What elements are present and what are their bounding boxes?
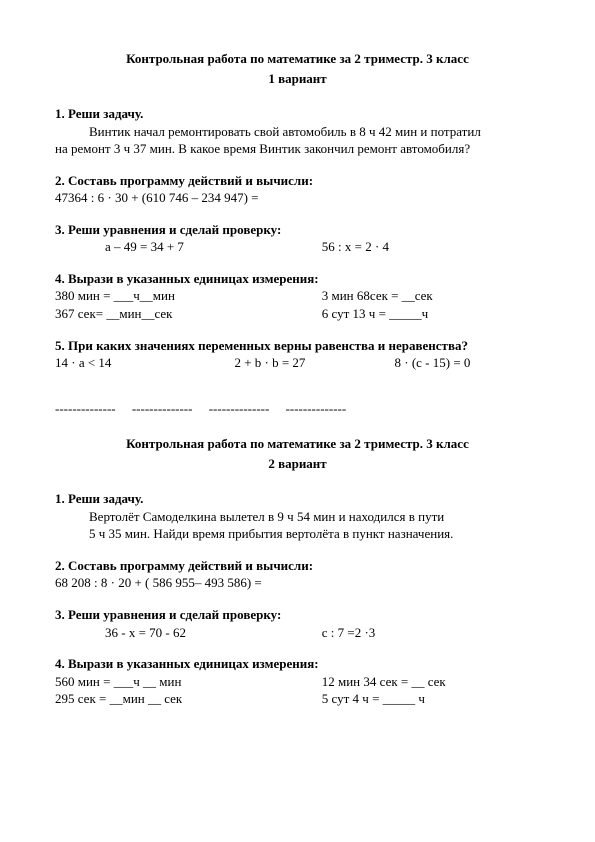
v2-task3-a: 36 - x = 70 - 62 [55,624,322,642]
v2-task3-b: c : 7 =2 ·3 [322,624,540,642]
v2-task1-line1: Вертолёт Самоделкина вылетел в 9 ч 54 ми… [55,508,540,526]
v1-task1-line1: Винтик начал ремонтировать свой автомоби… [55,123,540,141]
v1-title: Контрольная работа по математике за 2 тр… [55,50,540,68]
v1-task5-head: 5. При каких значениях переменных верны … [55,337,540,355]
v1-task4-a: 380 мин = ___ч__мин [55,287,322,305]
v1-task1: 1. Реши задачу. Винтик начал ремонтирова… [55,105,540,158]
v2-task4-b: 12 мин 34 сек = __ сек [322,673,540,691]
v1-task3-a: a – 49 = 34 + 7 [55,238,322,256]
v1-task3-head: 3. Реши уравнения и сделай проверку: [55,221,540,239]
v2-task3: 3. Реши уравнения и сделай проверку: 36 … [55,606,540,641]
v2-title: Контрольная работа по математике за 2 тр… [55,435,540,453]
v1-task3: 3. Реши уравнения и сделай проверку: a –… [55,221,540,256]
v2-task4: 4. Вырази в указанных единицах измерения… [55,655,540,708]
v2-task1: 1. Реши задачу. Вертолёт Самоделкина выл… [55,490,540,543]
v2-task3-head: 3. Реши уравнения и сделай проверку: [55,606,540,624]
v1-task5-c: 8 · (c - 15) = 0 [394,354,540,372]
v1-task5-a: 14 · a < 14 [55,354,234,372]
document-page: Контрольная работа по математике за 2 тр… [0,0,595,762]
v1-task4-head: 4. Вырази в указанных единицах измерения… [55,270,540,288]
v1-task1-head: 1. Реши задачу. [55,105,540,123]
v2-subtitle: 2 вариант [55,455,540,473]
v2-task4-d: 5 сут 4 ч = _____ ч [322,690,540,708]
v2-task4-head: 4. Вырази в указанных единицах измерения… [55,655,540,673]
v2-task1-line2: 5 ч 35 мин. Найди время прибытия вертолё… [55,525,540,543]
v2-task2-head: 2. Составь программу действий и вычисли: [55,557,540,575]
v1-task5: 5. При каких значениях переменных верны … [55,337,540,372]
v2-task4-c: 295 сек = __мин __ сек [55,690,322,708]
v1-task2-head: 2. Составь программу действий и вычисли: [55,172,540,190]
v1-task1-line2: на ремонт 3 ч 37 мин. В какое время Винт… [55,140,540,158]
v1-task4-b: 3 мин 68сек = __сек [322,287,540,305]
v1-task2: 2. Составь программу действий и вычисли:… [55,172,540,207]
v2-task2: 2. Составь программу действий и вычисли:… [55,557,540,592]
v1-task5-b: 2 + b · b = 27 [234,354,394,372]
v2-task2-expr: 68 208 : 8 · 20 + ( 586 955– 493 586) = [55,574,540,592]
v1-task4-c: 367 сек= __мин__сек [55,305,322,323]
v1-task3-b: 56 : x = 2 · 4 [322,238,540,256]
v1-subtitle: 1 вариант [55,70,540,88]
v1-task2-expr: 47364 : 6 · 30 + (610 746 – 234 947) = [55,189,540,207]
v2-task4-a: 560 мин = ___ч __ мин [55,673,322,691]
v1-task4-d: 6 сут 13 ч = _____ч [322,305,540,323]
v1-task4: 4. Вырази в указанных единицах измерения… [55,270,540,323]
divider: -------------- -------------- ----------… [55,400,540,418]
v2-task1-head: 1. Реши задачу. [55,490,540,508]
